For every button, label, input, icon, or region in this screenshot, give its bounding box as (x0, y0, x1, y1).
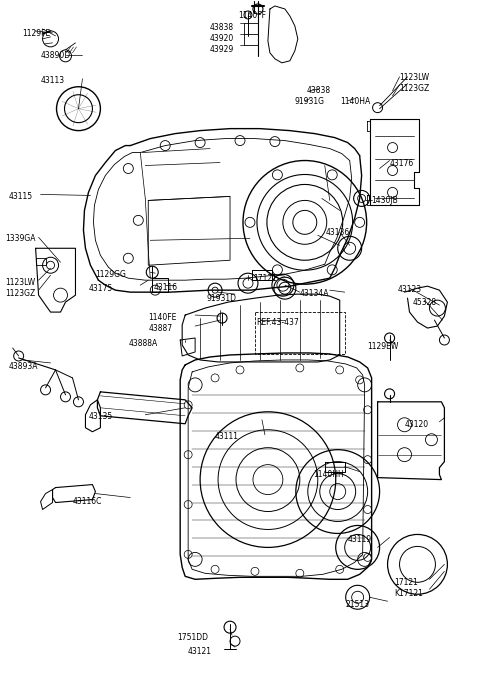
Text: 1123LW: 1123LW (399, 73, 430, 82)
Text: 43888A: 43888A (128, 339, 157, 348)
Text: 21513: 21513 (346, 600, 370, 609)
Text: 45328: 45328 (412, 298, 437, 307)
Text: 1140FE: 1140FE (148, 313, 177, 322)
Text: 43929: 43929 (210, 45, 234, 54)
Text: 1129EW: 1129EW (368, 342, 399, 351)
Text: 1129FE: 1129FE (23, 29, 51, 38)
Text: 43116C: 43116C (72, 497, 102, 506)
Text: 1123GZ: 1123GZ (399, 84, 430, 92)
Bar (255, 312, 345, 354)
Text: 43838: 43838 (210, 23, 234, 32)
Text: 1140FF: 1140FF (238, 11, 266, 20)
Text: 43135: 43135 (88, 412, 113, 421)
Text: 1751DD: 1751DD (177, 633, 208, 642)
Text: 1140HH: 1140HH (313, 470, 344, 479)
Text: K17121: K17121 (395, 589, 423, 598)
Text: 43116: 43116 (153, 283, 178, 292)
Text: 43175: 43175 (88, 284, 113, 293)
Text: 43111: 43111 (215, 432, 239, 440)
Text: 91931G: 91931G (295, 97, 325, 105)
Text: 43920: 43920 (210, 34, 234, 43)
Text: 43113: 43113 (41, 76, 65, 85)
Text: 1430JB: 1430JB (372, 197, 398, 205)
Text: 43893A: 43893A (9, 362, 38, 371)
Text: 43120: 43120 (405, 420, 429, 429)
Text: REF.43-437: REF.43-437 (256, 318, 299, 327)
Text: 1129GG: 1129GG (96, 270, 126, 279)
Text: 1339GA: 1339GA (6, 234, 36, 243)
Text: 43176: 43176 (390, 158, 414, 168)
Text: 43838: 43838 (307, 86, 331, 95)
Text: 43887: 43887 (148, 324, 172, 333)
Text: 1123GZ: 1123GZ (6, 289, 36, 298)
Text: 43123: 43123 (397, 285, 421, 294)
Text: 1123LW: 1123LW (6, 278, 36, 287)
Text: 43136: 43136 (326, 228, 350, 237)
Text: 17121: 17121 (395, 578, 419, 587)
Text: 43119: 43119 (348, 536, 372, 545)
Text: 43115: 43115 (9, 192, 33, 201)
Text: 1140HA: 1140HA (340, 97, 370, 105)
Text: 43890D: 43890D (41, 51, 71, 60)
Text: 17121: 17121 (253, 274, 277, 283)
Text: 43134A: 43134A (300, 289, 329, 298)
Text: 91931D: 91931D (206, 294, 236, 303)
Text: 43121: 43121 (188, 647, 212, 656)
